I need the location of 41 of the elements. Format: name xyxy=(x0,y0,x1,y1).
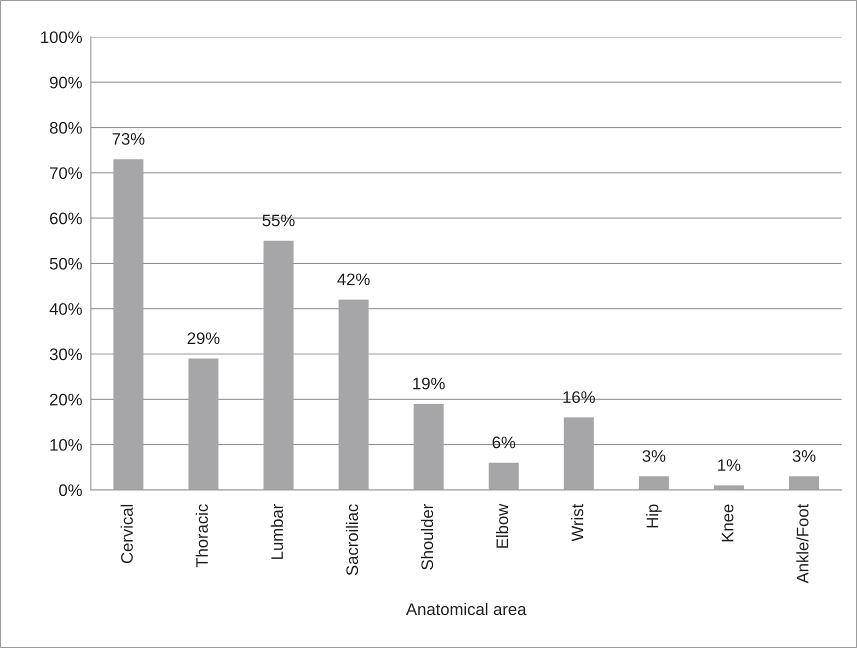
y-tick-label: 30% xyxy=(50,348,82,360)
bar xyxy=(264,240,294,490)
data-label: 42% xyxy=(337,273,370,286)
x-tick-label: Sacroiliac xyxy=(346,504,358,576)
data-label: 6% xyxy=(492,436,516,448)
bar xyxy=(564,417,594,490)
x-tick-label: Thoracic xyxy=(196,504,208,568)
data-label: 29% xyxy=(188,332,220,344)
data-label: 73% xyxy=(112,133,144,145)
x-tick-label: Shoulder xyxy=(420,504,434,570)
bar xyxy=(789,476,820,490)
x-tick-label: Lumbar xyxy=(270,504,283,559)
y-tick-label: 60% xyxy=(50,212,82,224)
bar xyxy=(638,476,669,490)
y-tick-label: 20% xyxy=(50,394,82,406)
data-label: 16% xyxy=(563,391,595,404)
x-tick-label: Knee xyxy=(722,504,734,542)
x-tick-label: Ankle/Foot xyxy=(796,504,809,584)
y-tick-label: 40% xyxy=(50,303,82,315)
x-tick-label: Elbow xyxy=(496,504,508,548)
data-label: 1% xyxy=(718,459,740,471)
bar xyxy=(488,462,519,490)
y-tick-label: 100% xyxy=(41,31,82,44)
data-label: 3% xyxy=(642,450,666,462)
x-tick-label: Wrist xyxy=(571,504,584,542)
data-label: 3% xyxy=(792,450,816,462)
bar xyxy=(338,300,369,490)
data-label: 55% xyxy=(262,214,295,226)
y-tick-label: 50% xyxy=(50,258,82,270)
bar xyxy=(414,404,444,490)
y-tick-label: 70% xyxy=(50,167,82,180)
y-tick-label: 0% xyxy=(59,484,82,496)
bar xyxy=(188,358,218,490)
bar xyxy=(113,159,144,490)
x-axis-title: Anatomical area xyxy=(406,602,526,616)
y-tick-label: 90% xyxy=(50,76,82,88)
y-tick-label: 80% xyxy=(50,122,82,134)
data-label: 19% xyxy=(413,378,445,390)
x-tick-label: Hip xyxy=(646,504,662,528)
x-tick-label: Cervical xyxy=(120,504,133,564)
y-tick-label: 10% xyxy=(50,438,82,451)
